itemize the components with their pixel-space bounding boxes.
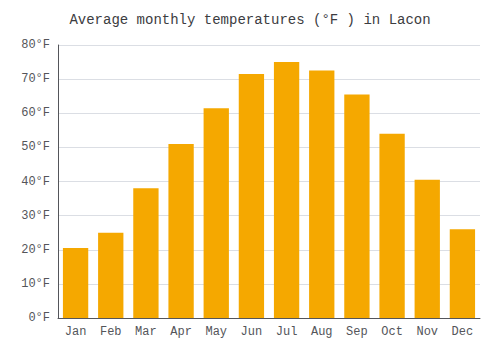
- svg-text:10°F: 10°F: [21, 277, 50, 291]
- svg-text:Aug: Aug: [311, 325, 333, 339]
- svg-text:50°F: 50°F: [21, 140, 50, 154]
- svg-text:Jan: Jan: [65, 325, 87, 339]
- svg-text:40°F: 40°F: [21, 175, 50, 189]
- svg-text:70°F: 70°F: [21, 72, 50, 86]
- svg-text:Sep: Sep: [346, 325, 368, 339]
- svg-text:20°F: 20°F: [21, 243, 50, 257]
- svg-text:Jun: Jun: [241, 325, 263, 339]
- svg-text:Mar: Mar: [135, 325, 157, 339]
- svg-text:30°F: 30°F: [21, 209, 50, 223]
- svg-text:0°F: 0°F: [28, 311, 50, 325]
- svg-text:Nov: Nov: [416, 325, 438, 339]
- svg-text:Dec: Dec: [452, 325, 474, 339]
- svg-text:Oct: Oct: [381, 325, 403, 339]
- svg-text:May: May: [205, 325, 227, 339]
- svg-text:Apr: Apr: [170, 325, 192, 339]
- svg-text:80°F: 80°F: [21, 38, 50, 52]
- svg-text:Average monthly temperatures (: Average monthly temperatures (°F ) in La…: [69, 12, 430, 28]
- svg-text:60°F: 60°F: [21, 106, 50, 120]
- svg-text:Jul: Jul: [276, 325, 298, 339]
- svg-text:Feb: Feb: [100, 325, 122, 339]
